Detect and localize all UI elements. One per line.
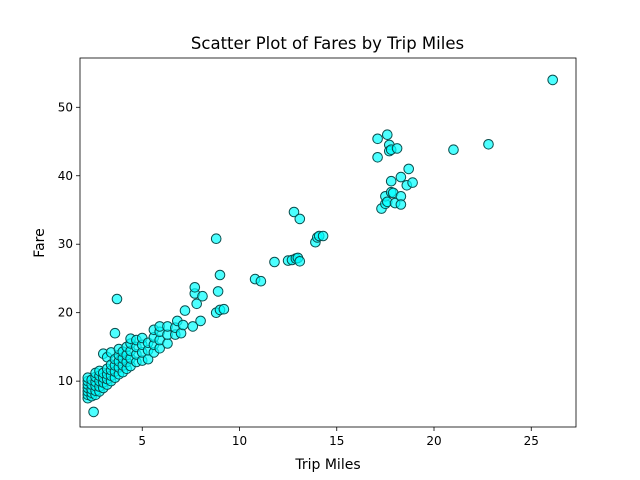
scatter-point [448, 144, 459, 155]
scatter-point [407, 177, 418, 188]
scatter-point [210, 233, 222, 244]
plot-frame [79, 57, 577, 428]
y-tick-label: 20 [58, 306, 73, 320]
scatter-point [111, 293, 123, 305]
scatter-point [214, 269, 226, 281]
y-axis-label: Fare [32, 228, 48, 257]
scatter-point [109, 327, 121, 339]
x-axis-label: Trip Miles [294, 457, 360, 473]
scatter-point [317, 230, 329, 242]
scatter-point [162, 338, 173, 349]
scatter-point [177, 319, 189, 331]
y-axis: 10 20 30 40 50 [58, 100, 80, 388]
scatter-point [212, 286, 224, 297]
x-tick-label: 10 [232, 434, 247, 448]
scatter-point [391, 143, 403, 154]
scatter-point [372, 133, 383, 145]
scatter-point [395, 199, 407, 210]
scatter-point [294, 213, 306, 225]
scatter-point [187, 321, 199, 332]
scatter-point [372, 152, 383, 163]
scatter-point [547, 74, 559, 86]
scatter-point [382, 129, 393, 140]
x-tick-label: 25 [524, 434, 539, 448]
scatter-point [395, 171, 407, 183]
scatter-point [385, 175, 397, 187]
scatter-point [269, 256, 280, 268]
scatter-point [197, 290, 208, 302]
y-tick-label: 50 [58, 100, 73, 114]
x-tick-label: 20 [426, 434, 441, 448]
x-tick-label: 15 [329, 434, 344, 448]
y-tick-label: 30 [58, 237, 73, 251]
chart-title: Scatter Plot of Fares by Trip Miles [191, 34, 464, 53]
scatter-point [179, 305, 191, 316]
scatter-point [483, 139, 494, 150]
scatter-point [195, 315, 206, 327]
scatter-point [403, 163, 415, 175]
scatter-point [255, 275, 267, 287]
scatter-point [189, 282, 201, 293]
y-tick-label: 10 [58, 374, 73, 388]
scatter-point [288, 206, 300, 218]
x-tick-label: 5 [138, 434, 146, 448]
scatter-point [294, 256, 306, 267]
scatter-points [82, 74, 559, 418]
scatter-point [218, 303, 230, 315]
y-tick-label: 40 [58, 169, 73, 183]
x-axis: 5 10 15 20 25 [138, 427, 539, 448]
scatter-point [191, 298, 202, 310]
scatter-point [88, 406, 99, 418]
